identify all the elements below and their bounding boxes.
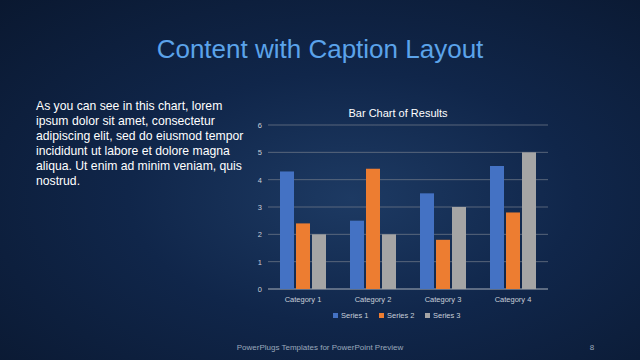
y-tick-label: 4 (258, 176, 262, 185)
bar (506, 212, 520, 289)
grid-line (268, 179, 548, 180)
y-tick-label: 6 (258, 121, 262, 130)
bar (420, 193, 434, 289)
bars (280, 152, 536, 289)
slide-title: Content with Caption Layout (157, 34, 484, 64)
slide-canvas: Content with Caption Layout PowerPlugs Te… (0, 0, 640, 360)
caption: As you can see in this chart, lorem ipsu… (36, 99, 258, 189)
bar (522, 152, 536, 289)
bar (436, 240, 450, 289)
legend-swatch (379, 313, 384, 318)
legend-swatch (425, 313, 430, 318)
footer: PowerPlugs Templates for PowerPoint Prev… (237, 343, 404, 352)
chart-title: Bar Chart of Results (348, 107, 448, 119)
x-tick-label: Category 1 (285, 295, 322, 304)
bar (382, 234, 396, 289)
bar (366, 169, 380, 289)
x-tick-label: Category 2 (355, 295, 392, 304)
grid-line (268, 152, 548, 153)
slide: As you can see in this chart, lorem ipsu… (0, 0, 640, 360)
bar (490, 166, 504, 289)
page-number: 8 (590, 343, 595, 352)
bar (350, 221, 364, 289)
legend-label: Series 3 (433, 311, 461, 320)
bar (452, 207, 466, 289)
x-tick-label: Category 4 (495, 295, 532, 304)
x-tick-label: Category 3 (425, 295, 462, 304)
legend: Series 1 Series 2 Series 3 (333, 311, 461, 320)
y-tick-label: 3 (258, 203, 262, 212)
grid-line (268, 125, 548, 126)
chart: Bar Chart of Results 0 1 2 3 4 5 6 Category 1 Cat… (258, 107, 548, 320)
y-tick-label: 1 (258, 258, 262, 267)
legend-label: Series 2 (387, 311, 415, 320)
bar (280, 171, 294, 289)
legend-label: Series 1 (341, 311, 369, 320)
y-tick-label: 0 (258, 285, 262, 294)
legend-swatch (333, 313, 338, 318)
y-tick-label: 5 (258, 148, 262, 157)
bar (296, 223, 310, 289)
bar (312, 234, 326, 289)
grid-line (268, 207, 548, 208)
y-tick-label: 2 (258, 230, 262, 239)
